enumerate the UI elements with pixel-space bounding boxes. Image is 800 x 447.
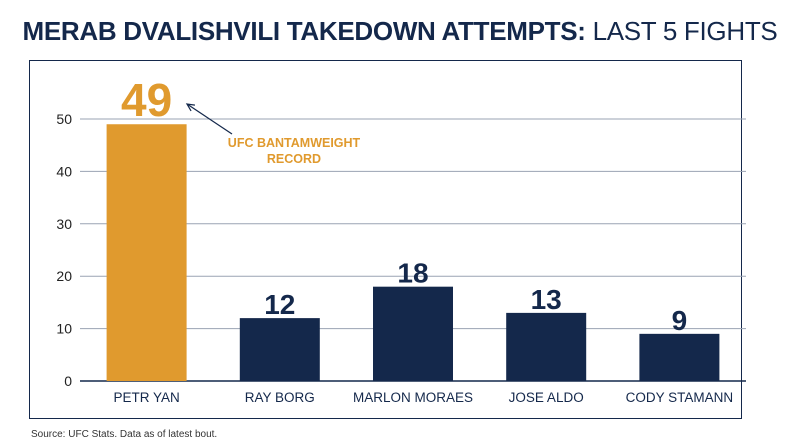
annotation-text: RECORD [267,152,321,166]
source-note: Source: UFC Stats. Data as of latest bou… [31,429,218,440]
chart-title-bold: MERAB DVALISHVILI TAKEDOWN ATTEMPTS: [22,16,586,46]
y-tick-label: 50 [56,111,72,127]
chart-title-light: LAST 5 FIGHTS [592,16,778,46]
y-tick-label: 20 [56,268,72,284]
data-label: 9 [672,305,688,336]
bar [506,312,587,381]
y-tick-label: 30 [56,216,72,232]
data-label: 13 [531,284,562,315]
data-label: 18 [397,258,428,289]
x-tick-label: MARLON MORAES [353,390,473,405]
y-tick-label: 10 [56,321,72,337]
bar [239,318,320,381]
bar [106,124,187,382]
bar [373,286,453,381]
data-label: 12 [264,289,295,320]
annotation-arrowhead [185,103,196,112]
x-tick-label: RAY BORG [245,390,315,405]
bar [639,333,720,381]
x-tick-label: JOSE ALDO [509,390,584,405]
data-label: 49 [121,74,172,126]
annotation-arrow [186,103,233,135]
y-tick-label: 40 [56,163,72,179]
annotation-text: UFC BANTAMWEIGHT [228,136,361,150]
chart-title: MERAB DVALISHVILI TAKEDOWN ATTEMPTS: LAS… [0,16,800,47]
y-tick-label: 0 [64,373,72,389]
x-tick-label: PETR YAN [113,390,179,405]
x-tick-label: CODY STAMANN [626,390,734,405]
chart-frame [29,60,742,419]
